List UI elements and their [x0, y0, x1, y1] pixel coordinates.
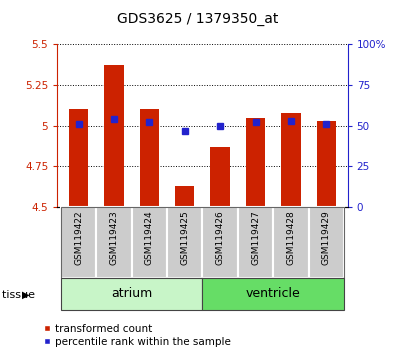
Bar: [273, 207, 308, 278]
Legend: transformed count, percentile rank within the sample: transformed count, percentile rank withi…: [41, 322, 233, 349]
Bar: [104, 65, 124, 207]
Bar: [96, 207, 132, 278]
Bar: [132, 207, 167, 278]
Bar: [139, 109, 159, 207]
Bar: [246, 118, 265, 207]
Text: tissue: tissue: [2, 290, 38, 299]
Text: atrium: atrium: [111, 287, 152, 300]
Text: GDS3625 / 1379350_at: GDS3625 / 1379350_at: [117, 12, 278, 27]
Text: GSM119428: GSM119428: [286, 211, 295, 266]
Bar: [238, 207, 273, 278]
Bar: [175, 186, 194, 207]
Text: GSM119422: GSM119422: [74, 211, 83, 265]
Bar: [69, 109, 88, 207]
Text: GSM119429: GSM119429: [322, 211, 331, 266]
Bar: [308, 207, 344, 278]
Text: GSM119426: GSM119426: [216, 211, 225, 266]
Text: GSM119427: GSM119427: [251, 211, 260, 266]
Text: GSM119423: GSM119423: [109, 211, 118, 266]
Bar: [317, 121, 336, 207]
Bar: [211, 147, 230, 207]
Text: ▶: ▶: [22, 290, 29, 299]
Text: GSM119424: GSM119424: [145, 211, 154, 265]
Bar: [281, 113, 301, 207]
Text: GSM119425: GSM119425: [180, 211, 189, 266]
Text: ventricle: ventricle: [246, 287, 301, 300]
Bar: [61, 278, 203, 310]
Bar: [203, 207, 238, 278]
Bar: [203, 278, 344, 310]
Bar: [61, 207, 96, 278]
Bar: [167, 207, 203, 278]
